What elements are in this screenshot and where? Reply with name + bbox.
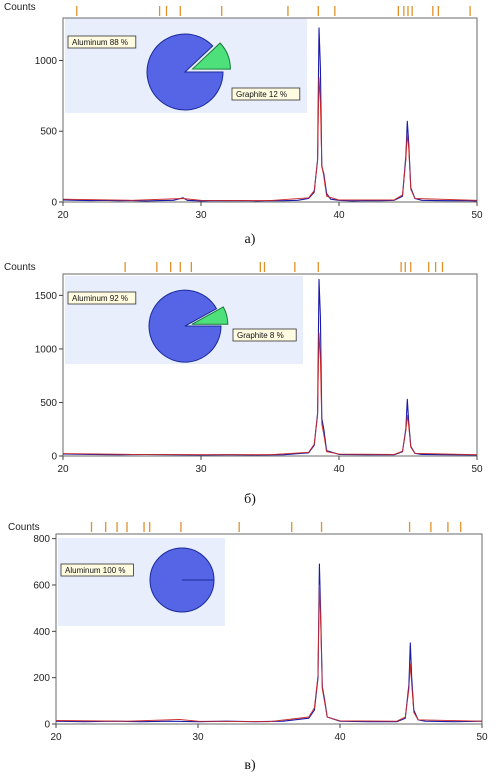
- x-tick-label: 20: [57, 210, 69, 221]
- pie-label: Aluminum 92 %: [72, 294, 128, 303]
- x-tick-label: 20: [50, 732, 62, 743]
- pie-label-box: [232, 328, 297, 342]
- pie-label: Aluminum 100 %: [65, 566, 125, 575]
- x-tick-label: 40: [333, 210, 345, 221]
- pie-label: Graphite 12 %: [236, 90, 287, 99]
- x-tick-label: 50: [471, 464, 483, 475]
- chart-panel-c: Counts 0 200 400 600 800 20 30 40 50 Aluminum 100 …: [0, 512, 500, 752]
- x-tick-label: 50: [476, 732, 488, 743]
- pie-label-box: [67, 291, 137, 305]
- x-tick-label: 30: [195, 464, 207, 475]
- y-tick-label: 0: [44, 720, 50, 731]
- y-axis-label: Counts: [4, 262, 36, 273]
- panel-caption-c: в): [244, 758, 256, 773]
- x-tick-label: 20: [57, 464, 69, 475]
- x-tick-label: 50: [471, 210, 483, 221]
- chart-svg-c: Counts 0 200 400 600 800 20 30 40 50 Aluminum 100 …: [8, 522, 488, 743]
- pie-slice-graphite: [191, 42, 231, 70]
- chart-panel-a: Counts 0 500 1000 20 30 40 50 Aluminum 88 % Graph…: [0, 0, 500, 225]
- pie-slice-graphite: [191, 306, 229, 325]
- y-tick-label: 0: [51, 198, 57, 209]
- y-tick-label: 1000: [35, 344, 58, 355]
- x-tick-label: 40: [334, 732, 346, 743]
- plot-frame: [62, 17, 478, 203]
- panel-caption-b: б): [244, 492, 256, 507]
- pie-label-box: [60, 563, 134, 577]
- y-tick-label: 500: [40, 127, 57, 138]
- y-tick-label: 200: [33, 673, 50, 684]
- x-tick-label: 40: [333, 464, 345, 475]
- x-tick-label: 30: [192, 732, 204, 743]
- pattern-series-line: [55, 584, 483, 723]
- y-tick-label: 1500: [35, 291, 58, 302]
- pattern-series-line: [62, 76, 478, 202]
- y-axis-label: Counts: [8, 522, 40, 533]
- panel-caption-a: а): [244, 232, 256, 247]
- pie-label: Aluminum 88 %: [72, 38, 128, 47]
- chart-panel-b: Counts 0 500 1000 1500 20 30 40 50 Aluminum 92 % G…: [0, 256, 500, 481]
- x-tick-label: 30: [195, 210, 207, 221]
- pie-slice-aluminum: [146, 33, 224, 111]
- chart-svg-b: Counts 0 500 1000 1500 20 30 40 50 Aluminum 92 % G…: [4, 262, 483, 475]
- y-tick-label: 1000: [35, 56, 58, 67]
- y-tick-label: 0: [51, 452, 57, 463]
- y-tick-label: 500: [40, 398, 57, 409]
- plot-frame: [62, 273, 478, 457]
- y-tick-label: 800: [33, 534, 50, 545]
- pie-label: Graphite 8 %: [237, 331, 284, 340]
- pie-slice-aluminum: [148, 289, 222, 363]
- y-axis-label: Counts: [4, 2, 36, 13]
- y-tick-label: 400: [33, 627, 50, 638]
- y-tick-label: 600: [33, 580, 50, 591]
- chart-svg-a: Counts 0 500 1000 20 30 40 50 Aluminum 88 % Graph…: [4, 2, 483, 221]
- pie-label-box: [67, 35, 137, 49]
- pie-label-box: [231, 87, 301, 101]
- plot-frame: [55, 533, 483, 725]
- pattern-series-line: [62, 332, 478, 456]
